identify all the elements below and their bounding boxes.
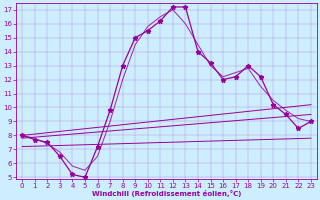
X-axis label: Windchill (Refroidissement éolien,°C): Windchill (Refroidissement éolien,°C) [92, 190, 241, 197]
